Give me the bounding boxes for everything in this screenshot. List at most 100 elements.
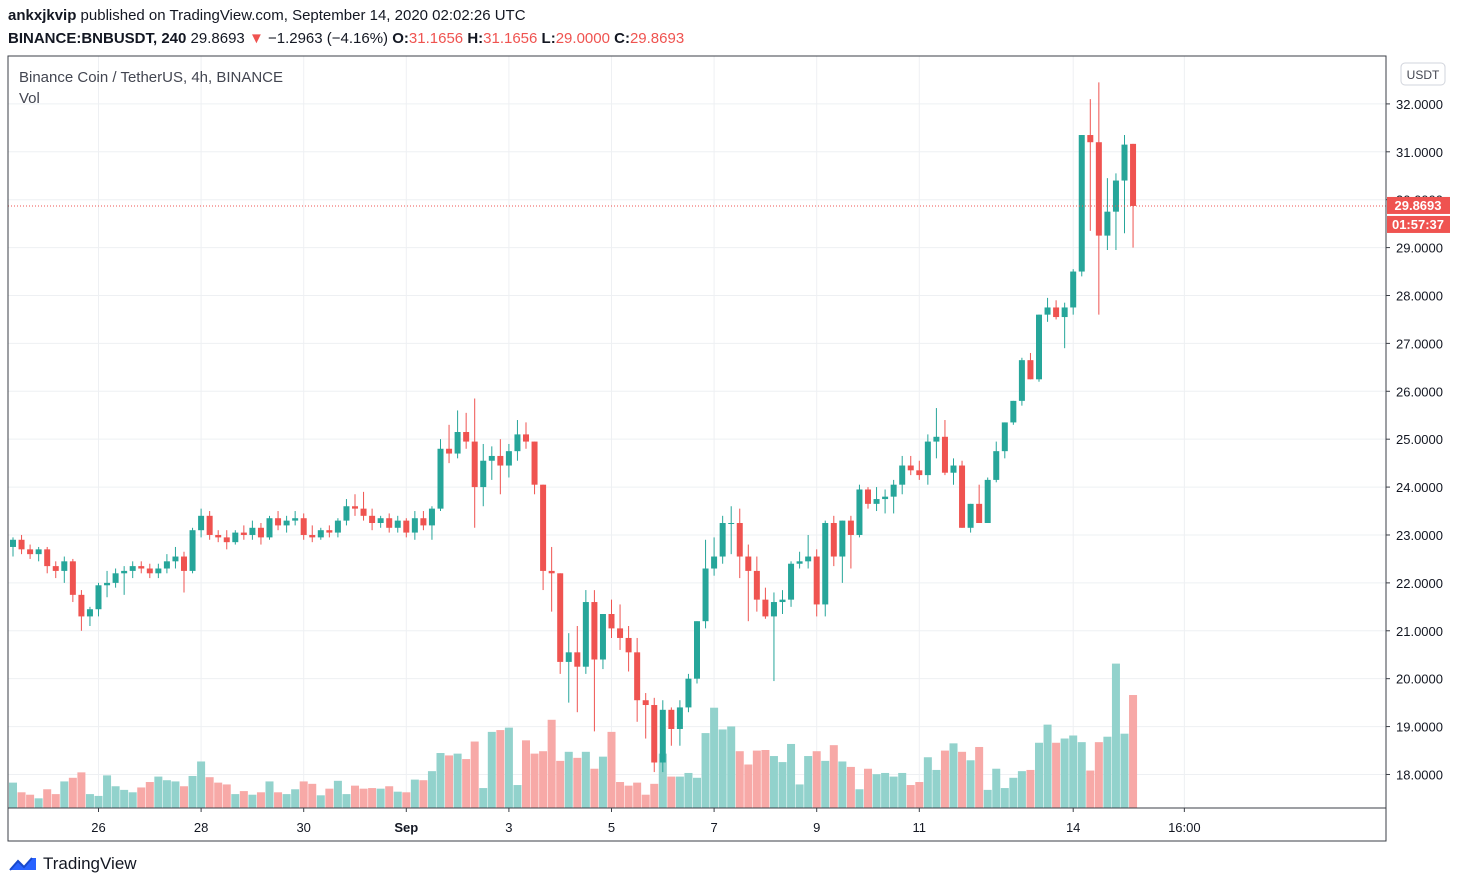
volume-bar bbox=[282, 794, 291, 808]
candle-body bbox=[591, 602, 598, 660]
candle-body bbox=[565, 652, 572, 662]
candle-body bbox=[762, 599, 769, 617]
volume-bar bbox=[410, 779, 419, 808]
volume-bar bbox=[778, 762, 787, 808]
candle-body bbox=[753, 570, 760, 600]
volume-bar bbox=[308, 783, 317, 808]
candle-body bbox=[557, 573, 564, 662]
candle-body bbox=[788, 563, 795, 600]
volume-bar bbox=[376, 788, 385, 808]
candle-body bbox=[463, 432, 470, 442]
volume-bar bbox=[111, 786, 120, 808]
volume-bar bbox=[975, 746, 984, 808]
volume-bar bbox=[51, 794, 60, 808]
candle-body bbox=[608, 614, 615, 629]
price-tick-label: 20.0000 bbox=[1396, 672, 1443, 687]
candle-body bbox=[625, 637, 632, 653]
volume-bar bbox=[710, 707, 719, 808]
price-tick-label: 21.0000 bbox=[1396, 624, 1443, 639]
candle-body bbox=[736, 523, 743, 557]
volume-bar bbox=[1043, 724, 1052, 808]
candle-body bbox=[711, 556, 718, 569]
candle-body bbox=[676, 707, 683, 729]
volume-bar bbox=[906, 785, 915, 808]
tradingview-logo[interactable]: TradingView bbox=[8, 854, 137, 874]
candle-body bbox=[582, 602, 589, 667]
author-name[interactable]: ankxjkvip bbox=[8, 7, 77, 24]
volume-bar bbox=[539, 751, 548, 808]
chart-frame bbox=[7, 55, 1387, 842]
candle-body bbox=[95, 585, 102, 610]
candle-body bbox=[146, 568, 153, 574]
volume-bar bbox=[769, 756, 778, 808]
candle-body bbox=[916, 470, 923, 476]
candle-body bbox=[1104, 211, 1111, 236]
volume-bar bbox=[351, 785, 359, 808]
high-value: 31.1656 bbox=[483, 30, 538, 47]
candle-body bbox=[428, 508, 435, 526]
candle-body bbox=[950, 465, 957, 473]
time-tick-label: 9 bbox=[813, 820, 820, 835]
volume-bar bbox=[513, 785, 522, 808]
candle-body bbox=[642, 700, 649, 706]
currency-badge[interactable] bbox=[1400, 62, 1446, 86]
candle-body bbox=[326, 530, 333, 533]
candle-body bbox=[1044, 307, 1051, 315]
price-change: −1.2963 (−4.16%) bbox=[267, 30, 389, 47]
candle-body bbox=[634, 652, 641, 701]
published-text: published on TradingView.com, September … bbox=[80, 7, 526, 24]
price-tick-label: 25.0000 bbox=[1396, 432, 1443, 447]
candle-body bbox=[394, 520, 401, 528]
volume-bar bbox=[838, 761, 847, 808]
time-tick-label: 11 bbox=[913, 820, 927, 835]
candle-body bbox=[369, 515, 376, 524]
price-tick-label: 19.0000 bbox=[1396, 720, 1443, 735]
volume-bar bbox=[821, 760, 830, 808]
volume-bar bbox=[898, 772, 907, 808]
time-tick-label: 5 bbox=[608, 820, 615, 835]
candle-body bbox=[1095, 142, 1102, 236]
volume-bar bbox=[214, 782, 223, 808]
volume-bar bbox=[641, 794, 650, 808]
candle-body bbox=[1018, 360, 1025, 401]
volume-bar bbox=[1000, 788, 1009, 808]
candle-body bbox=[420, 518, 427, 526]
candle-body bbox=[206, 515, 213, 535]
volume-bar bbox=[966, 760, 975, 808]
candle-body bbox=[839, 520, 846, 557]
candle-body bbox=[446, 448, 453, 454]
volume-bar bbox=[1017, 771, 1026, 808]
volume-bar bbox=[222, 784, 231, 808]
candle-body bbox=[514, 434, 521, 452]
candle-body bbox=[172, 556, 179, 562]
volume-bar bbox=[291, 789, 300, 808]
volume-bar bbox=[496, 730, 505, 808]
candle-body bbox=[822, 523, 829, 605]
candle-body bbox=[599, 614, 606, 660]
volume-bar bbox=[1094, 742, 1103, 808]
candle-body bbox=[1053, 307, 1060, 318]
candle-body bbox=[163, 561, 170, 569]
price-axis[interactable]: 32.000031.000030.000029.000028.000027.00… bbox=[1386, 97, 1443, 783]
volume-bar bbox=[256, 792, 265, 808]
volume-bar bbox=[487, 731, 496, 808]
volume-bar bbox=[864, 768, 872, 808]
candle-body bbox=[275, 518, 282, 526]
candle-body bbox=[779, 599, 786, 603]
legend-vol: Vol bbox=[19, 90, 40, 107]
candle-body bbox=[10, 539, 16, 547]
volume-bar bbox=[940, 750, 949, 808]
candle-body bbox=[941, 436, 948, 473]
candle-body bbox=[984, 479, 991, 524]
candle-body bbox=[805, 556, 812, 562]
volume-bar bbox=[949, 743, 958, 808]
candle-body bbox=[198, 515, 205, 531]
candle-body bbox=[617, 628, 624, 638]
candle-body bbox=[719, 523, 726, 557]
candle-body bbox=[540, 484, 547, 571]
volume-bar bbox=[701, 733, 710, 808]
time-axis[interactable]: 26 28 30 Sep 3 5 7 9 11 14 16:00 bbox=[91, 808, 1201, 835]
candle-body bbox=[35, 549, 42, 555]
price-tick-label: 22.0000 bbox=[1396, 576, 1443, 591]
